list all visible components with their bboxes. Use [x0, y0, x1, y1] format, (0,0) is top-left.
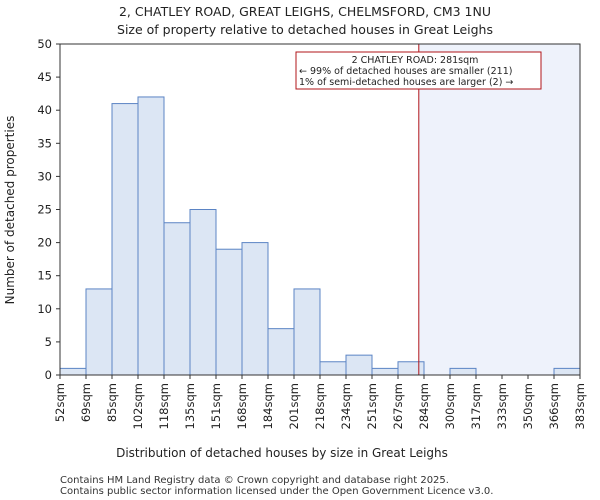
x-tick-label: 52sqm [53, 383, 67, 422]
y-tick-label: 0 [45, 368, 52, 382]
annotation-box [295, 51, 542, 90]
x-tick-label: 350sqm [521, 383, 535, 429]
footer-line-1: Contains HM Land Registry data © Crown c… [60, 475, 449, 486]
x-tick-label: 151sqm [209, 383, 223, 429]
annotation-smaller: ← 99% of detached houses are smaller (21… [299, 66, 512, 77]
x-tick-label: 184sqm [261, 383, 275, 429]
y-tick-label: 20 [37, 236, 52, 250]
y-tick-label: 40 [37, 103, 52, 117]
y-axis-ticks: 0 5 10 15 20 25 30 35 40 45 50 [37, 37, 60, 382]
x-tick-label: 366sqm [547, 383, 561, 429]
y-tick-label: 10 [37, 302, 52, 316]
x-tick-label: 300sqm [443, 383, 457, 429]
x-tick-label: 234sqm [339, 383, 353, 429]
bar-151sqm [215, 248, 243, 376]
bar-201sqm [293, 288, 321, 376]
x-tick-label: 267sqm [391, 383, 405, 429]
x-axis-ticks: 52sqm 69sqm 85sqm 102sqm 118sqm 135sqm 151sqm 1… [53, 375, 587, 429]
bar-52sqm [59, 367, 87, 376]
x-tick-label: 118sqm [157, 383, 171, 429]
y-tick-label: 35 [37, 136, 52, 150]
x-tick-label: 85sqm [105, 383, 119, 422]
chart-subtitle: Size of property relative to detached ho… [117, 22, 493, 37]
x-tick-label: 284sqm [417, 383, 431, 429]
x-tick-label: 69sqm [79, 383, 93, 422]
x-tick-label: 383sqm [573, 383, 587, 429]
bar-168sqm [241, 242, 269, 376]
y-tick-label: 50 [37, 37, 52, 51]
y-axis-label: Number of detached properties [3, 116, 17, 305]
bar-300sqm [449, 367, 477, 376]
y-tick-label: 5 [45, 335, 52, 349]
bar-234sqm [345, 354, 373, 376]
bar-102sqm [137, 96, 165, 376]
bar-69sqm [85, 288, 113, 376]
x-axis-label: Distribution of detached houses by size … [116, 446, 448, 460]
bar-118sqm [163, 222, 191, 376]
bar-366sqm [553, 367, 581, 376]
y-tick-label: 45 [37, 70, 52, 84]
x-tick-label: 317sqm [469, 383, 483, 429]
bar-251sqm [371, 367, 399, 376]
bar-135sqm [189, 209, 217, 376]
bar-85sqm [111, 103, 139, 376]
x-tick-label: 102sqm [131, 383, 145, 429]
annotation-title: 2 CHATLEY ROAD: 281sqm [352, 55, 479, 66]
bars-group [59, 96, 581, 376]
y-tick-label: 30 [37, 169, 52, 183]
x-tick-label: 333sqm [495, 383, 509, 429]
highlight-region [418, 44, 580, 375]
x-tick-label: 218sqm [313, 383, 327, 429]
x-tick-label: 251sqm [365, 383, 379, 429]
x-tick-label: 168sqm [235, 383, 249, 429]
annotation-larger: 1% of semi-detached houses are larger (2… [299, 77, 513, 88]
bar-218sqm [319, 361, 347, 376]
y-tick-label: 25 [37, 203, 52, 217]
x-tick-label: 201sqm [287, 383, 301, 429]
footer-line-2: Contains public sector information licen… [60, 486, 493, 497]
bar-184sqm [267, 328, 295, 376]
chart-title: 2, CHATLEY ROAD, GREAT LEIGHS, CHELMSFOR… [119, 4, 491, 19]
y-tick-label: 15 [37, 269, 52, 283]
x-tick-label: 135sqm [183, 383, 197, 429]
bar-267sqm [397, 361, 425, 376]
